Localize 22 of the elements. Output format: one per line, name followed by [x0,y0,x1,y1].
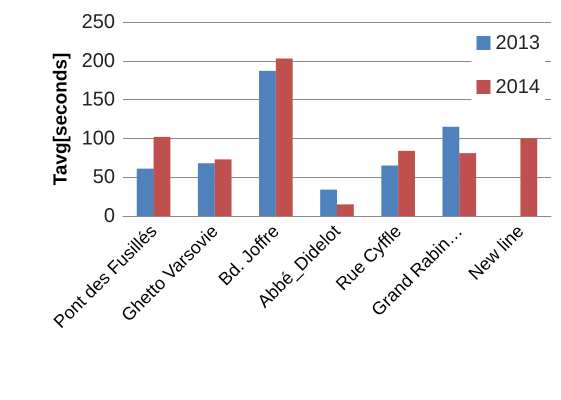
legend-label: 2013 [496,32,540,54]
y-tick-label: 200 [82,50,115,72]
bar [214,159,232,216]
y-tick-label: 150 [82,88,115,111]
y-axis-title: Tavg[seconds] [50,52,72,186]
y-tick-label: 0 [104,205,115,227]
bar [442,126,460,216]
bar [459,153,476,216]
bar [136,168,154,216]
y-tick-label: 50 [92,166,115,188]
bar [259,70,276,216]
bar [320,190,337,216]
y-tick-label: 100 [82,127,115,150]
bar [520,138,538,216]
bar [398,150,415,216]
bar [381,166,398,216]
y-tick-label: 250 [82,11,115,33]
bar [337,204,354,216]
bar [154,136,170,216]
bar [276,58,293,216]
bar [198,163,215,216]
legend-label: 2014 [496,76,540,98]
